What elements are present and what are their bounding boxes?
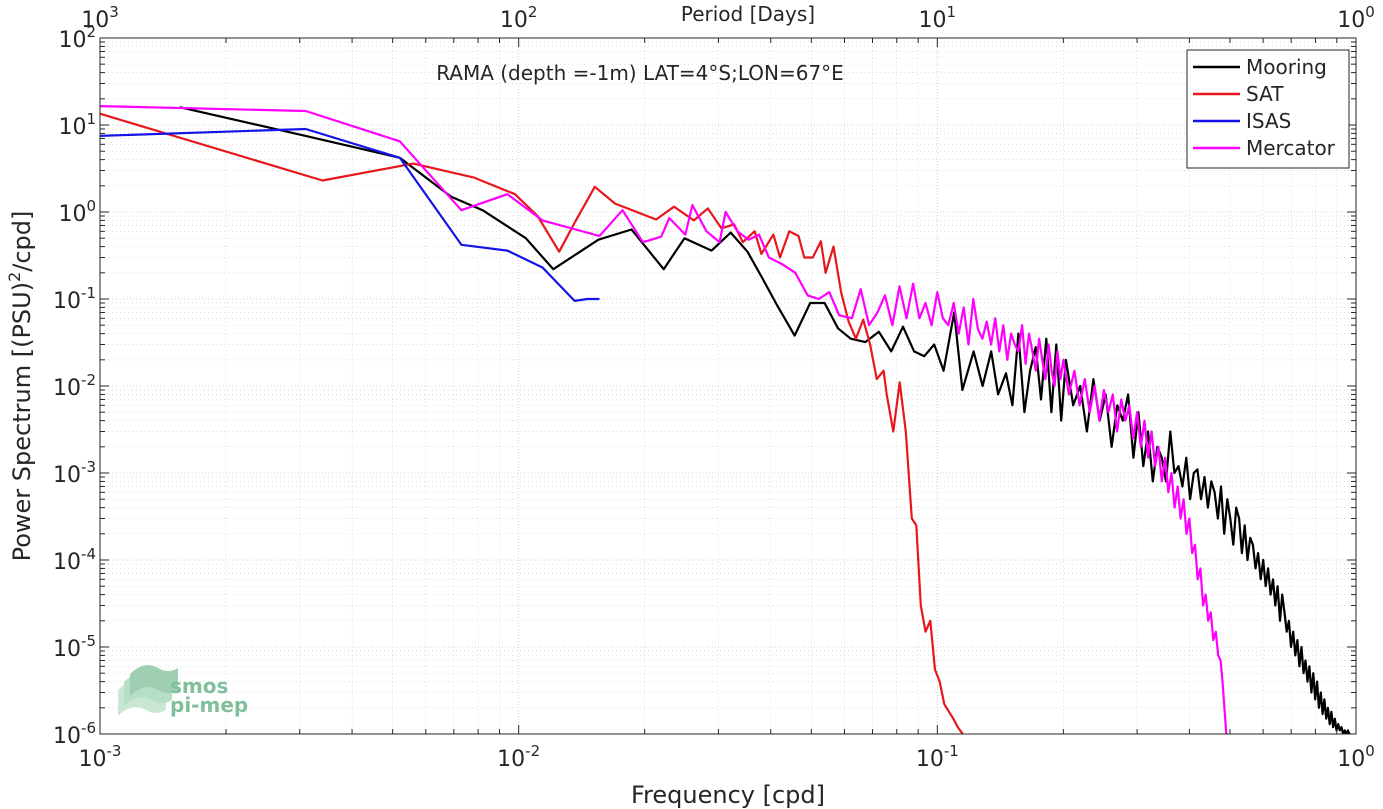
x-tick-label-base: 10 xyxy=(916,747,944,772)
x-tick-label-base: 10 xyxy=(497,747,525,772)
series-layer xyxy=(100,105,1351,734)
y-tick-label: 10-3 xyxy=(53,458,96,488)
y-tick-label-exp: 1 xyxy=(86,110,96,128)
x-tick-label-base: 10 xyxy=(79,747,107,772)
x-tick-label: 10-2 xyxy=(497,742,540,772)
x-tick-label-exp: -3 xyxy=(107,742,122,760)
chart-title: RAMA (depth =-1m) LAT=4°S;LON=67°E xyxy=(436,61,844,85)
series-line-mooring xyxy=(179,106,1351,734)
axis-ticks xyxy=(99,37,1357,735)
x-tick-label-exp: -1 xyxy=(944,742,959,760)
smos-pi-mep-logo: smos pi-mep xyxy=(118,665,248,717)
x-axis-label: Frequency [cpd] xyxy=(631,781,825,809)
y-tick-label-exp: -3 xyxy=(81,458,96,476)
y-tick-label-base: 10 xyxy=(53,724,81,749)
y-tick-label-base: 10 xyxy=(53,289,81,314)
legend-label-isas: ISAS xyxy=(1246,109,1291,133)
series-line-sat xyxy=(100,112,964,734)
y-axis-label-rest: /cpd] xyxy=(8,211,36,272)
plot-area xyxy=(99,37,1357,735)
x-tick-label: 10-1 xyxy=(916,742,959,772)
top-tick-label-base: 10 xyxy=(500,8,528,33)
top-tick-label-exp: 1 xyxy=(947,3,957,21)
y-axis-label: Power Spectrum [(PSU)2/cpd] xyxy=(5,211,36,562)
y-tick-label-base: 10 xyxy=(53,376,81,401)
x-tick-label: 100 xyxy=(1337,742,1375,772)
top-tick-label: 103 xyxy=(81,3,119,33)
y-tick-label: 10-1 xyxy=(53,284,96,314)
series-line-mercator xyxy=(100,105,1228,734)
y-tick-label: 10-5 xyxy=(53,632,96,662)
y-tick-label-exp: -5 xyxy=(81,632,96,650)
y-axis-label-sup: 2 xyxy=(5,272,24,282)
top-tick-label-exp: 2 xyxy=(528,3,538,21)
y-tick-label-base: 10 xyxy=(53,550,81,575)
top-tick-label-exp: 0 xyxy=(1365,3,1375,21)
logo-text-pimep: pi-mep xyxy=(170,693,248,717)
x-tick-label-exp: 0 xyxy=(1365,742,1375,760)
y-tick-label-base: 10 xyxy=(53,637,81,662)
y-tick-label: 10-2 xyxy=(53,371,96,401)
legend-label-sat: SAT xyxy=(1246,82,1284,106)
top-tick-label: 101 xyxy=(919,3,957,33)
y-axis-label-base: Power Spectrum [(PSU) xyxy=(8,282,36,561)
y-tick-label-base: 10 xyxy=(53,463,81,488)
x-tick-label-base: 10 xyxy=(1337,747,1365,772)
top-tick-label-exp: 3 xyxy=(109,3,119,21)
x-tick-label: 10-3 xyxy=(79,742,122,772)
series-line-isas xyxy=(100,127,600,302)
y-tick-label: 100 xyxy=(58,197,96,227)
y-tick-label: 101 xyxy=(58,110,96,140)
y-tick-label-exp: -2 xyxy=(81,371,96,389)
legend: Mooring SAT ISAS Mercator xyxy=(1186,49,1350,169)
top-tick-label-base: 10 xyxy=(919,8,947,33)
y-tick-label-exp: -4 xyxy=(81,545,96,563)
y-tick-label-exp: 0 xyxy=(86,197,96,215)
y-tick-label: 102 xyxy=(58,23,96,53)
legend-entries: Mooring SAT ISAS Mercator xyxy=(1193,55,1336,160)
top-tick-label-base: 10 xyxy=(81,8,109,33)
top-tick-label: 102 xyxy=(500,3,538,33)
x-tick-label-exp: -2 xyxy=(525,742,540,760)
logo-text-smos: smos xyxy=(170,674,228,698)
y-tick-label-base: 10 xyxy=(58,28,86,53)
y-tick-label-exp: -1 xyxy=(81,284,96,302)
top-axis-label: Period [Days] xyxy=(681,2,815,26)
legend-label-mercator: Mercator xyxy=(1246,136,1336,160)
y-tick-label-base: 10 xyxy=(58,202,86,227)
y-tick-label-exp: -6 xyxy=(81,719,96,737)
top-tick-label: 100 xyxy=(1337,3,1375,33)
y-tick-label-exp: 2 xyxy=(86,23,96,41)
y-tick-label: 10-6 xyxy=(53,719,96,749)
legend-label-mooring: Mooring xyxy=(1246,55,1327,79)
logo-mark xyxy=(118,665,178,716)
y-tick-label-base: 10 xyxy=(58,115,86,140)
y-tick-label: 10-4 xyxy=(53,545,96,575)
top-tick-label-base: 10 xyxy=(1337,8,1365,33)
